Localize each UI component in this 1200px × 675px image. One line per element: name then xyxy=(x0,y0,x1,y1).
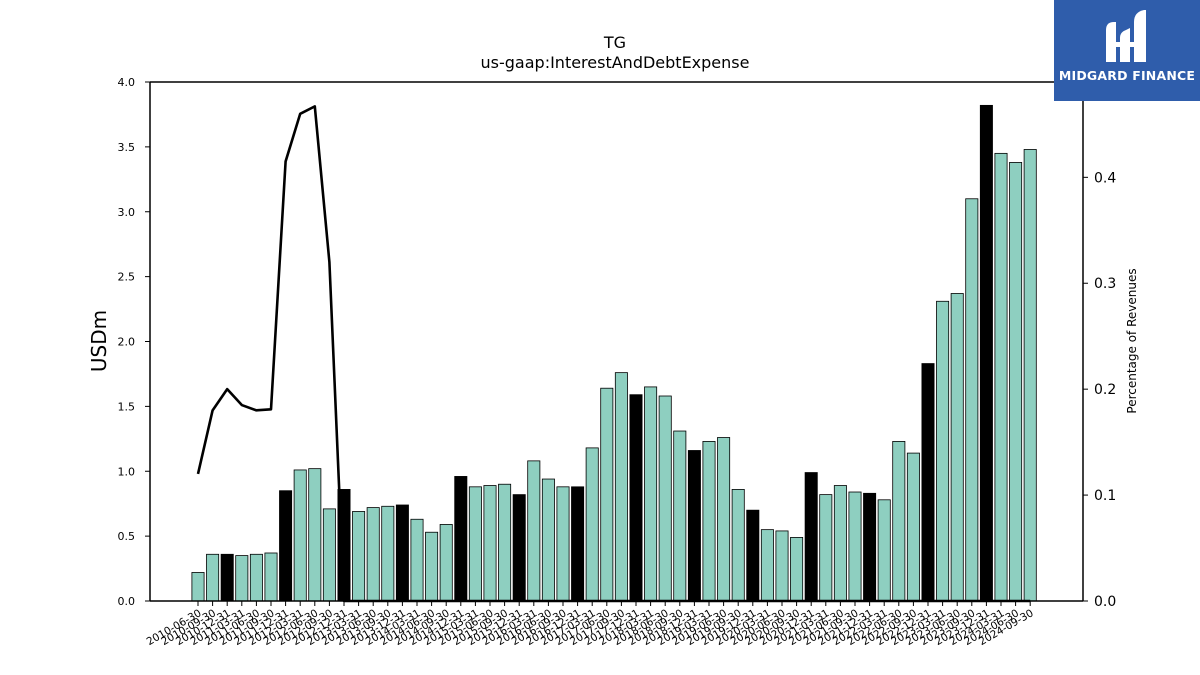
y-tick-label: 0.5 xyxy=(118,530,136,543)
y2-tick-label: 0.3 xyxy=(1094,276,1116,292)
bar xyxy=(279,490,293,602)
brand-logo-icon xyxy=(1106,10,1146,62)
bar xyxy=(892,441,906,602)
bar xyxy=(206,553,220,602)
bar xyxy=(352,511,366,602)
bar xyxy=(395,504,409,602)
bar xyxy=(644,386,658,602)
bar xyxy=(804,472,818,602)
bar xyxy=(439,524,453,602)
x-axis-ticks: 2010-06-302010-09-302010-12-312011-03-31… xyxy=(145,601,1036,648)
bar xyxy=(366,507,380,602)
bar xyxy=(994,152,1008,602)
bar xyxy=(498,483,512,602)
y-tick-label: 3.5 xyxy=(118,141,136,154)
bar xyxy=(600,387,614,602)
bar xyxy=(746,509,760,602)
bar xyxy=(235,555,249,602)
bar xyxy=(979,104,993,602)
bar xyxy=(965,198,979,602)
bar xyxy=(425,531,439,602)
y2-tick-label: 0.1 xyxy=(1094,488,1116,504)
brand-name: MIDGARD FINANCE xyxy=(1058,68,1196,83)
y-tick-label: 2.0 xyxy=(118,336,136,349)
bar xyxy=(936,300,950,602)
bar xyxy=(950,293,964,602)
y-tick-label: 4.0 xyxy=(118,76,136,89)
bar xyxy=(921,363,935,602)
bar xyxy=(410,518,424,602)
bar xyxy=(381,505,395,602)
bar xyxy=(527,460,541,602)
brand-logo: MIDGARD FINANCE xyxy=(1054,0,1200,101)
bar xyxy=(673,430,687,602)
y-axis-ticks: 0.0 0.5 1.0 1.5 2.0 2.5 3.0 3.5 4.0 xyxy=(118,76,150,608)
y-tick-label: 0.0 xyxy=(118,595,136,608)
bar xyxy=(308,468,322,602)
y-tick-label: 2.5 xyxy=(118,271,136,284)
y2-tick-label: 0.4 xyxy=(1094,170,1116,186)
bar xyxy=(717,437,731,602)
bar xyxy=(658,395,672,602)
bar xyxy=(760,529,774,602)
line-series-path xyxy=(196,105,1031,603)
y-tick-label: 3.0 xyxy=(118,206,136,219)
bar xyxy=(571,486,585,602)
bar xyxy=(512,494,526,602)
bar xyxy=(191,572,205,602)
y-axis-label: USDm xyxy=(87,310,111,372)
bar xyxy=(1009,162,1023,602)
bar xyxy=(468,486,482,602)
y-tick-label: 1.0 xyxy=(118,465,136,478)
bar xyxy=(322,508,336,602)
bar xyxy=(220,553,234,602)
bar xyxy=(687,450,701,602)
bar xyxy=(731,489,745,602)
bar xyxy=(906,452,920,602)
bar xyxy=(614,372,628,602)
bar xyxy=(454,476,468,602)
bar xyxy=(556,486,570,602)
y2-tick-label: 0.0 xyxy=(1094,594,1116,610)
bar xyxy=(293,469,307,602)
bar xyxy=(629,394,643,602)
bar xyxy=(249,553,263,602)
bar xyxy=(877,499,891,602)
bar xyxy=(585,447,599,602)
bar xyxy=(819,494,833,602)
chart-subtitle: us-gaap:InterestAndDebtExpense xyxy=(481,53,750,72)
y2-axis-label: Percentage of Revenues xyxy=(1125,268,1139,413)
bar xyxy=(541,478,555,602)
bar xyxy=(848,491,862,602)
y2-axis-ticks: 0.0 0.1 0.2 0.3 0.4 xyxy=(1083,170,1116,610)
bar xyxy=(863,492,877,602)
line-series xyxy=(196,105,1031,603)
chart-title: TG xyxy=(603,33,626,52)
bar xyxy=(833,485,847,602)
bar xyxy=(483,485,497,602)
y2-tick-label: 0.2 xyxy=(1094,382,1116,398)
bar xyxy=(775,530,789,602)
bar xyxy=(1023,149,1037,602)
bar-series xyxy=(191,104,1037,602)
y-tick-label: 1.5 xyxy=(118,400,136,413)
bar xyxy=(702,441,716,602)
bar xyxy=(264,552,278,602)
bar xyxy=(790,537,804,602)
